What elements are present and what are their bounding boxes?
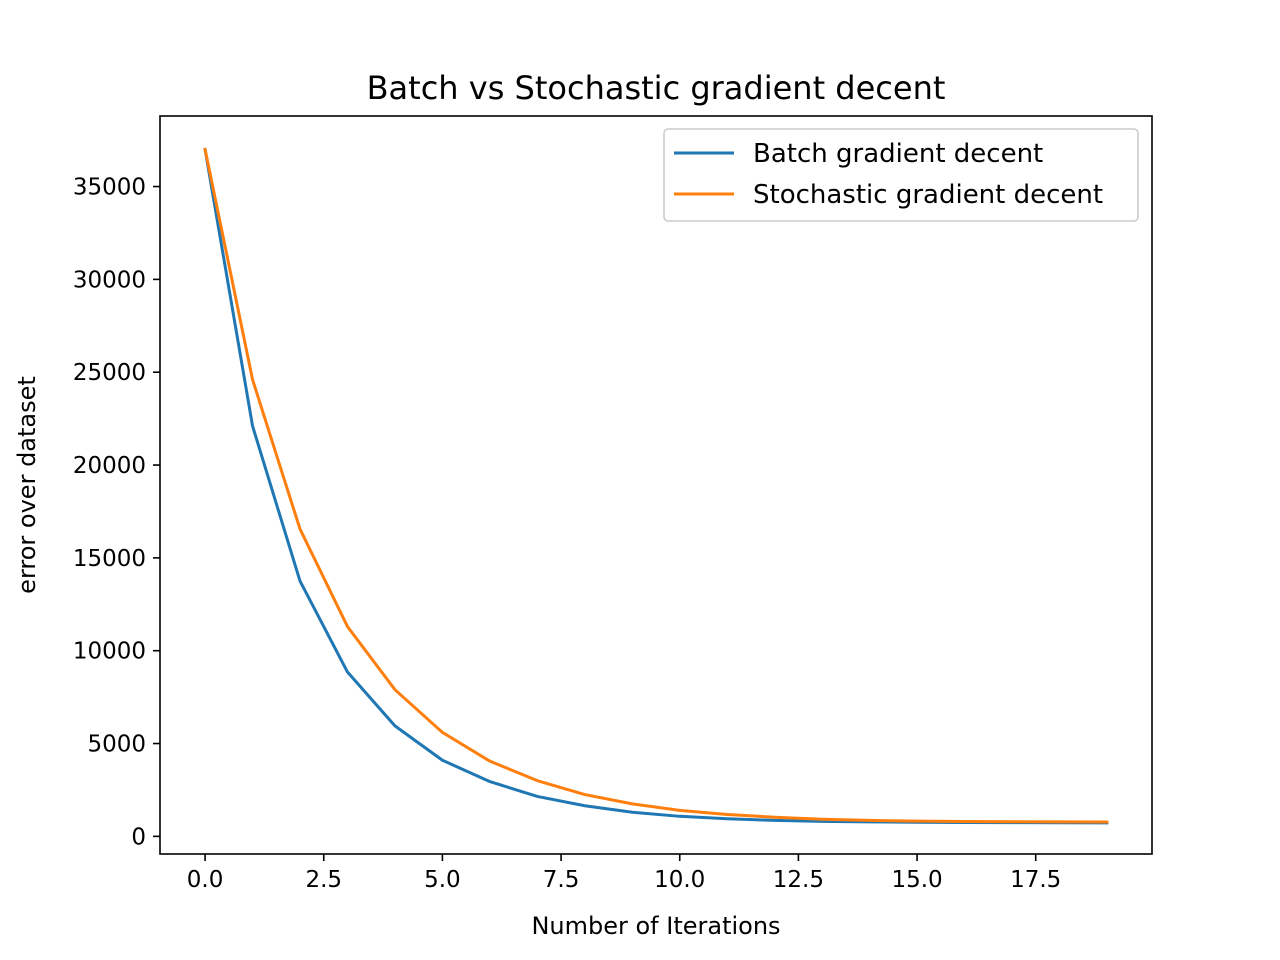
y-tick-label: 0 (131, 824, 146, 850)
x-tick-label: 2.5 (305, 867, 342, 893)
y-tick-label: 20000 (73, 453, 146, 479)
y-tick-label: 30000 (73, 267, 146, 293)
x-tick-label: 7.5 (543, 867, 580, 893)
lines-layer (203, 147, 1109, 825)
x-tick-label: 17.5 (1010, 867, 1061, 893)
x-tick-label: 5.0 (424, 867, 461, 893)
y-tick-label: 35000 (73, 175, 146, 201)
y-tick-label: 5000 (87, 732, 146, 758)
x-tick-label: 0.0 (187, 867, 224, 893)
series-line-stochastic (203, 147, 1109, 824)
x-tick-label: 10.0 (654, 867, 705, 893)
y-tick-label: 25000 (73, 360, 146, 386)
y-tick-label: 10000 (73, 639, 146, 665)
y-axis-label: error over dataset (13, 376, 41, 594)
x-axis-label: Number of Iterations (531, 912, 780, 940)
legend-label: Batch gradient decent (753, 139, 1043, 169)
legend-label: Stochastic gradient decent (753, 180, 1103, 210)
x-tick-label: 12.5 (773, 867, 824, 893)
plot-frame (159, 115, 1153, 855)
chart-title: Batch vs Stochastic gradient decent (367, 69, 946, 107)
x-tick-label: 15.0 (891, 867, 942, 893)
ticks-layer: 0.0 2.5 5.0 7.5 10.0 12.5 15.0 17.5 0 5000 10000 15… (73, 175, 1061, 893)
legend-box (663, 128, 1139, 222)
y-tick-label: 15000 (73, 546, 146, 572)
legend: Batch gradient decent Stochastic gradient… (663, 128, 1139, 222)
